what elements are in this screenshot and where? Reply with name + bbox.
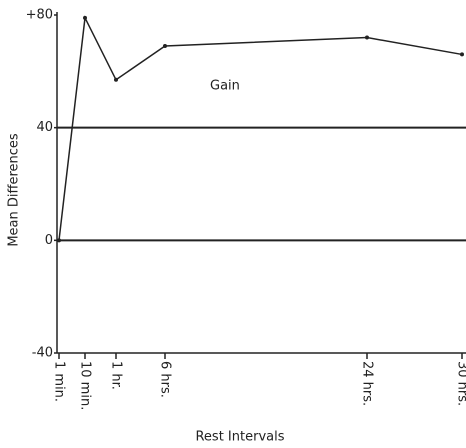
y-tick-label: 40 — [36, 120, 53, 135]
annotation: Gain — [210, 79, 240, 94]
y-tick-label: +80 — [26, 8, 53, 23]
data-point — [57, 238, 61, 243]
x-tick-label: 24 hrs. — [360, 361, 375, 406]
x-tick-label: 6 hrs. — [158, 361, 173, 398]
data-point — [114, 77, 118, 82]
x-tick-label: 1 min. — [52, 361, 67, 402]
y-axis-label: Mean Differences — [7, 133, 22, 247]
y-tick-label: -40 — [32, 346, 53, 361]
data-point — [460, 52, 464, 57]
data-point — [83, 15, 87, 20]
x-tick-label: 1 hr. — [109, 361, 124, 390]
x-tick-label: 10 min. — [78, 361, 93, 410]
y-tick-label: 0 — [45, 233, 53, 248]
x-tick-label: 30 hrs. — [455, 361, 466, 406]
data-line — [58, 15, 463, 241]
x-axis-label: Rest Intervals — [195, 430, 284, 445]
data-point — [163, 43, 167, 48]
data-point — [365, 35, 369, 40]
